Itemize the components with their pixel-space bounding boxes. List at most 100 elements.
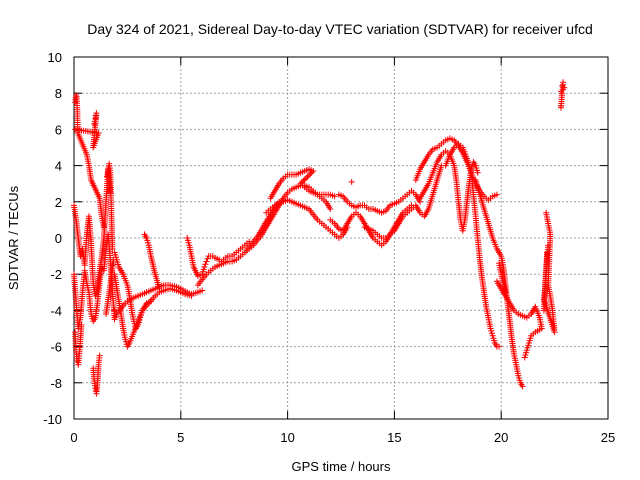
data-point xyxy=(316,194,319,196)
data-point xyxy=(108,163,110,165)
data-point xyxy=(244,244,246,246)
data-point xyxy=(158,291,160,293)
data-point xyxy=(92,320,94,322)
data-point xyxy=(86,233,88,235)
series-track-i xyxy=(194,198,283,289)
data-point xyxy=(105,248,107,250)
data-point xyxy=(75,351,77,353)
data-point xyxy=(186,291,188,293)
data-point xyxy=(169,284,171,286)
data-point xyxy=(274,204,276,206)
data-point xyxy=(304,206,306,208)
data-point xyxy=(462,146,464,149)
data-point xyxy=(146,291,148,293)
data-point xyxy=(175,286,178,288)
data-point xyxy=(453,139,455,141)
data-point xyxy=(432,172,434,174)
data-point xyxy=(546,251,548,254)
data-point xyxy=(470,172,472,174)
data-point xyxy=(269,197,272,199)
data-point xyxy=(381,212,383,214)
data-point xyxy=(372,208,374,210)
data-point xyxy=(406,208,408,210)
data-point xyxy=(74,101,76,103)
data-point xyxy=(406,194,408,196)
data-point xyxy=(524,356,526,359)
data-point xyxy=(428,208,430,210)
data-point xyxy=(291,188,293,190)
data-point xyxy=(282,177,284,179)
data-point xyxy=(80,324,83,326)
data-point xyxy=(73,273,75,275)
data-point xyxy=(269,208,272,210)
data-point xyxy=(107,298,109,301)
data-point xyxy=(385,241,387,243)
data-point xyxy=(74,331,76,333)
data-point xyxy=(351,204,353,206)
data-point xyxy=(545,212,547,214)
data-point xyxy=(539,317,541,319)
data-point xyxy=(94,387,96,389)
y-tick-label: 0 xyxy=(55,231,62,246)
data-point xyxy=(180,288,182,290)
data-point xyxy=(312,192,314,194)
data-point xyxy=(419,168,421,170)
data-point xyxy=(453,165,455,167)
data-point xyxy=(329,194,331,196)
data-point xyxy=(154,273,156,275)
data-point xyxy=(76,107,78,109)
data-point xyxy=(265,212,267,214)
data-point xyxy=(95,112,97,114)
data-points xyxy=(71,79,568,397)
data-point xyxy=(274,212,276,214)
chart-title: Day 324 of 2021, Sidereal Day-to-day VTE… xyxy=(87,21,593,37)
data-point xyxy=(440,154,442,156)
data-point xyxy=(248,241,250,243)
y-tick-label: -6 xyxy=(50,340,62,355)
data-point xyxy=(77,364,79,366)
data-point xyxy=(487,199,489,201)
data-point xyxy=(141,293,143,295)
data-point xyxy=(114,251,116,254)
data-point xyxy=(479,259,481,261)
data-point xyxy=(355,212,357,214)
data-point xyxy=(235,251,237,254)
data-point xyxy=(308,168,310,170)
data-point xyxy=(93,123,95,125)
data-point xyxy=(261,233,263,235)
series-track-u xyxy=(540,79,568,336)
data-point xyxy=(325,226,327,228)
y-tick-label: 6 xyxy=(55,122,62,137)
data-point xyxy=(79,317,81,319)
data-point xyxy=(423,215,425,217)
data-point xyxy=(295,203,297,205)
data-point xyxy=(103,237,105,239)
data-point xyxy=(472,161,474,163)
data-point xyxy=(342,230,344,232)
series-track-s xyxy=(472,177,526,390)
data-point xyxy=(483,291,485,293)
data-point xyxy=(462,152,464,154)
y-tick-label: 4 xyxy=(55,159,62,174)
data-point xyxy=(78,353,80,355)
y-tick-label: -10 xyxy=(43,412,62,427)
data-point xyxy=(231,255,233,257)
data-point xyxy=(214,257,216,259)
data-point xyxy=(517,313,519,315)
data-point xyxy=(154,288,156,290)
data-point xyxy=(95,393,97,395)
series-track-h xyxy=(184,235,253,279)
data-point xyxy=(133,297,135,299)
data-point xyxy=(513,309,515,311)
data-point xyxy=(522,315,524,317)
data-point xyxy=(96,382,99,384)
data-point xyxy=(118,266,120,268)
data-point xyxy=(124,338,126,340)
data-point xyxy=(287,199,289,201)
data-point xyxy=(346,222,348,225)
data-point xyxy=(453,146,455,149)
data-point xyxy=(552,320,555,322)
data-point xyxy=(419,212,421,214)
y-axis-label: SDTVAR / TECUs xyxy=(6,185,21,290)
